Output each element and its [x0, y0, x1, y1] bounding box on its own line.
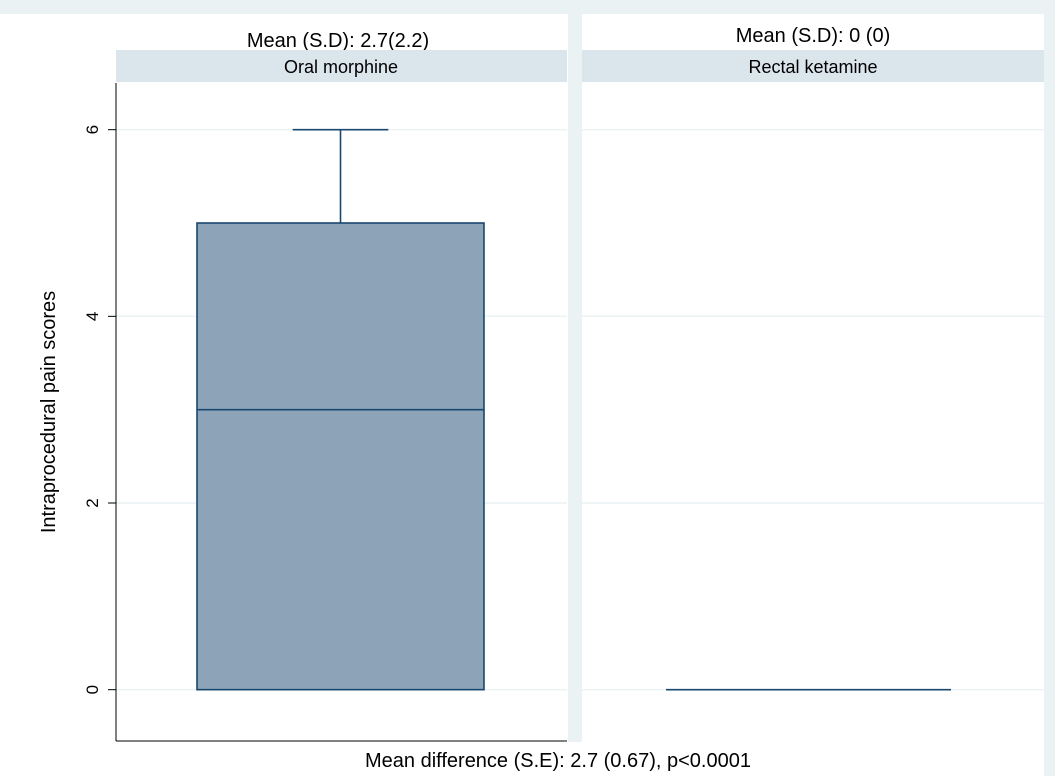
y-tick-label-0: 0 — [83, 685, 102, 694]
right-band — [1044, 0, 1055, 776]
y-tick-label-4: 4 — [83, 312, 102, 321]
box-oral-morphine — [196, 128, 485, 691]
iqr-box — [196, 222, 485, 691]
strip-oral-morphine — [116, 50, 567, 82]
panel-oral-morphine: Mean (S.D): 2.7(2.2) Oral morphine — [116, 30, 567, 741]
strip-rectal-ketamine — [582, 50, 1044, 82]
strip-label-oral-morphine: Oral morphine — [284, 57, 398, 77]
y-axis-ticks: 0 2 4 6 — [83, 125, 116, 694]
gridlines-rectal-ketamine — [582, 128, 1044, 691]
plot-area-rectal-ketamine — [582, 83, 1044, 741]
mean-difference-note: Mean difference (S.E): 2.7 (0.67), p<0.0… — [365, 750, 751, 772]
y-axis-title: Intraprocedural pain scores — [38, 291, 60, 533]
panel-note-rectal-ketamine: Mean (S.D): 0 (0) — [736, 25, 890, 47]
panel-rectal-ketamine: Mean (S.D): 0 (0) Rectal ketamine — [582, 25, 1044, 741]
y-tick-label-2: 2 — [83, 498, 102, 507]
top-band — [0, 0, 1055, 14]
panel-note-oral-morphine: Mean (S.D): 2.7(2.2) — [247, 30, 429, 52]
strip-label-rectal-ketamine: Rectal ketamine — [748, 57, 877, 77]
gutter-band — [568, 14, 582, 742]
y-tick-label-6: 6 — [83, 125, 102, 134]
